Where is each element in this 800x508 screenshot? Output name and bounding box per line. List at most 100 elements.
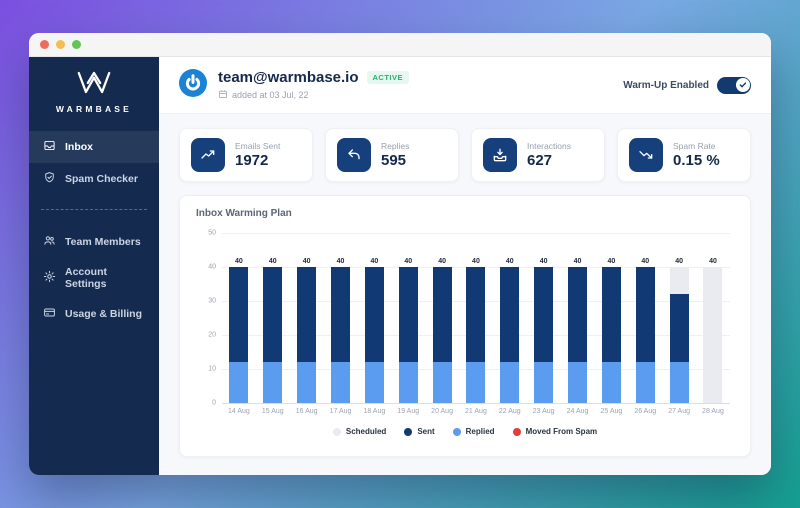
bar-total-label: 40 bbox=[573, 258, 582, 266]
bar-total-label: 40 bbox=[709, 258, 717, 265]
sidebar-item-label: Team Members bbox=[65, 236, 141, 248]
zoom-button[interactable] bbox=[72, 40, 81, 49]
bar-total-label: 40 bbox=[302, 258, 311, 266]
stats-row: Emails Sent 1972 Replies 595 Interactions 627… bbox=[179, 128, 751, 182]
legend-dot bbox=[452, 427, 461, 436]
sidebar-item-spam-checker[interactable]: Spam Checker bbox=[29, 163, 159, 195]
legend-dot bbox=[332, 427, 341, 436]
app-logo: WARMBASE bbox=[29, 57, 159, 125]
bar-slot-19-aug: 40 bbox=[391, 233, 425, 403]
bar-segment-replied bbox=[432, 362, 452, 403]
inbox-email-title: team@warmbase.io bbox=[218, 69, 359, 86]
chart-x-axis: 14 Aug 15 Aug 16 Aug 17 Aug 18 Aug 19 Aug 20 A… bbox=[222, 403, 730, 415]
x-tick-label: 21 Aug bbox=[465, 408, 487, 415]
window-titlebar bbox=[29, 33, 771, 57]
bar-slot-20-aug: 40 bbox=[425, 233, 459, 403]
bar-slot-14-aug: 40 bbox=[222, 233, 256, 403]
bar-slot-16-aug: 40 bbox=[290, 233, 324, 403]
stat-card-replies: Replies 595 bbox=[325, 128, 459, 182]
y-tick-label: 20 bbox=[208, 331, 216, 339]
sidebar-item-label: Usage & Billing bbox=[65, 308, 143, 320]
gridline-0 bbox=[222, 403, 730, 404]
sidebar-item-inbox[interactable]: Inbox bbox=[29, 131, 159, 163]
bar-segment-replied bbox=[635, 362, 655, 403]
bar-total-label: 40 bbox=[472, 258, 480, 266]
legend-item-moved-from-spam: Moved From Spam bbox=[512, 427, 597, 436]
minimize-button[interactable] bbox=[56, 40, 65, 49]
bar-segment-replied bbox=[297, 362, 317, 403]
bar-segment-sent bbox=[534, 267, 554, 363]
bar-segment-sent bbox=[466, 267, 486, 363]
sidebar-item-team-members[interactable]: Team Members bbox=[29, 226, 159, 258]
stat-card-spam-rate: Spam Rate 0.15 % bbox=[617, 128, 751, 182]
bar-segment-replied bbox=[331, 362, 350, 403]
inbox-icon bbox=[43, 139, 56, 155]
legend-label: Sent bbox=[417, 427, 435, 436]
x-tick-label: 16 Aug bbox=[295, 408, 318, 415]
bar-segment-sent bbox=[297, 267, 317, 363]
legend-label: Replied bbox=[465, 427, 495, 436]
logo-text: WARMBASE bbox=[55, 104, 133, 114]
bar-segment-sent bbox=[669, 294, 689, 363]
bar-slot-17-aug: 40 bbox=[324, 233, 358, 403]
bar-total-label: 40 bbox=[268, 258, 277, 266]
bar-slot-25-aug: 40 bbox=[594, 233, 628, 403]
bar-slot-18-aug: 40 bbox=[357, 233, 391, 403]
bar-total-label: 40 bbox=[505, 258, 514, 266]
bar-segment-sent bbox=[500, 267, 520, 363]
bar-segment-sent bbox=[568, 267, 588, 363]
bar-slot-28-aug: 40 bbox=[696, 233, 730, 403]
bar-total-label: 40 bbox=[438, 258, 446, 266]
bar-slot-15-aug: 40 bbox=[256, 233, 290, 403]
sidebar: WARMBASE Inbox Spam Checker Team Members A… bbox=[29, 57, 159, 475]
bar-total-label: 40 bbox=[607, 258, 616, 266]
close-button[interactable] bbox=[40, 40, 49, 49]
stat-value: 595 bbox=[381, 152, 407, 169]
bar-segment-scheduled bbox=[669, 267, 689, 295]
x-tick-label: 18 Aug bbox=[363, 408, 386, 415]
stat-label: Spam Rate bbox=[673, 141, 716, 151]
reply-icon bbox=[337, 138, 371, 172]
credit-card-icon bbox=[43, 306, 56, 322]
shield-check-icon bbox=[43, 171, 56, 187]
bar-total-label: 40 bbox=[404, 258, 413, 266]
status-badge: ACTIVE bbox=[366, 71, 410, 84]
x-tick-label: 28 Aug bbox=[702, 408, 724, 415]
gridline-50 bbox=[222, 233, 730, 234]
bar-segment-sent bbox=[635, 267, 655, 363]
app-window: WARMBASE Inbox Spam Checker Team Members A… bbox=[29, 33, 771, 475]
calendar-icon bbox=[218, 89, 228, 101]
bar-total-label: 40 bbox=[336, 258, 345, 266]
sidebar-nav-secondary: Team Members Account Settings Usage & Bill… bbox=[29, 220, 159, 336]
sidebar-item-account-settings[interactable]: Account Settings bbox=[29, 258, 159, 298]
x-tick-label: 23 Aug bbox=[532, 408, 555, 415]
legend-item-scheduled: Scheduled bbox=[332, 427, 386, 436]
bar-slot-27-aug: 40 bbox=[662, 233, 696, 403]
bar-segment-replied bbox=[466, 362, 486, 403]
sidebar-nav-primary: Inbox Spam Checker bbox=[29, 125, 159, 201]
added-date-text: added at 03 Jul, 22 bbox=[232, 90, 309, 100]
bar-segment-sent bbox=[331, 267, 350, 363]
warmbase-monogram-icon bbox=[75, 70, 113, 100]
bar-segment-sent bbox=[601, 267, 621, 363]
inbox-in-icon bbox=[483, 138, 517, 172]
stat-label: Replies bbox=[381, 141, 410, 151]
bar-segment-sent bbox=[364, 267, 384, 363]
y-tick-label: 40 bbox=[208, 263, 216, 271]
stat-card-emails-sent: Emails Sent 1972 bbox=[179, 128, 313, 182]
gear-icon bbox=[43, 270, 56, 286]
bar-slot-24-aug: 40 bbox=[561, 233, 595, 403]
warmup-toggle-label: Warm-Up Enabled bbox=[623, 79, 709, 91]
x-tick-label: 25 Aug bbox=[600, 408, 623, 415]
stat-value: 0.15 % bbox=[673, 152, 720, 169]
toggle-knob bbox=[735, 78, 750, 92]
bar-segment-replied bbox=[568, 362, 588, 403]
x-tick-label: 22 Aug bbox=[498, 408, 521, 415]
sidebar-item-usage-billing[interactable]: Usage & Billing bbox=[29, 298, 159, 330]
bar-segment-replied bbox=[229, 362, 249, 403]
bar-segment-sent bbox=[432, 267, 452, 363]
bar-slot-23-aug: 40 bbox=[527, 233, 561, 403]
warmup-toggle[interactable] bbox=[717, 76, 751, 94]
bar-total-label: 40 bbox=[539, 258, 548, 266]
power-icon bbox=[179, 68, 207, 102]
